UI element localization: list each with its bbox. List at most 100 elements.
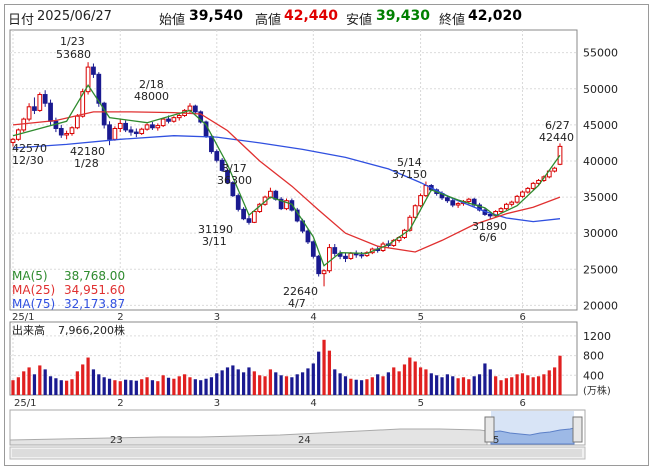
volume-bar [510,377,514,395]
volume-bar [488,369,492,395]
volume-bar [22,371,26,395]
candle [514,195,520,203]
legend-ma5-value: 38,768.00 [64,269,125,283]
volume-label: 出来高 [12,323,45,337]
annotation-mar11-value: 31190 [198,223,233,236]
candle [176,114,182,119]
volume-bar [327,350,332,395]
volume-bar [456,378,460,395]
candle [445,197,450,202]
volume-bar [209,377,214,395]
month-label-top: 3 [214,312,220,323]
volume-bar [440,377,444,395]
candle [230,182,236,197]
volume-bar [75,371,79,395]
navigator-scrollbar-thumb[interactable] [12,449,582,457]
volume-bar [322,339,326,395]
price-tick-label: 50000 [583,83,618,96]
candle [332,247,338,254]
volume-bar [48,376,53,395]
candle [219,159,225,171]
candle [241,208,246,220]
navigator-left-handle[interactable] [484,416,495,443]
volume-bar [402,364,407,395]
candle [412,205,418,218]
candle [450,200,456,206]
volume-bar [295,374,299,395]
volume-bar [27,367,31,395]
annotation-jan28-date: 1/28 [74,157,99,170]
volume-bar [317,351,321,395]
candle [348,252,354,259]
candle [225,169,230,184]
candle [498,208,504,213]
candle [316,255,322,275]
candle [160,118,166,127]
annotation-feb18-date: 2/18 [139,78,164,91]
annotation-jun6-date: 6/6 [479,231,497,244]
candle [552,167,558,172]
annotation-jan23-date: 1/23 [60,35,85,48]
volume-bar [172,378,176,395]
volume-bar [359,380,364,395]
candle [144,124,150,130]
candle [80,91,86,117]
volume-bar [392,367,396,395]
volume-bar [38,365,42,395]
candle [327,247,332,272]
month-label-bottom: 5 [418,398,424,409]
date-label: 日付 [8,13,35,28]
volume-bar [515,374,519,395]
volume-unit: (万株) [583,384,611,397]
volume-bar [225,367,230,395]
month-label-top: 25/1 [12,312,34,323]
volume-bar [536,376,541,395]
annotation-dec30-date: 12/30 [12,154,44,167]
price-tick-label: 30000 [583,227,618,240]
volume-bar [258,375,262,395]
candle [321,270,327,275]
price-pane [9,29,578,311]
volume-tick-label: 1200 [583,330,611,343]
volume-bar [177,376,181,395]
volume-bar [408,357,412,395]
open-value: 39,540 [189,8,244,24]
candle [128,129,134,133]
candle [364,252,370,257]
month-label-bottom: 3 [214,398,220,409]
volume-bar [526,375,530,395]
volume-bar [188,377,192,395]
candle [64,133,70,136]
candle [192,105,198,113]
candle [150,124,155,129]
volume-bar [70,379,74,395]
navigator-right-handle[interactable] [572,416,583,443]
candle [91,66,96,75]
legend-ma5-label: MA(5) [12,269,48,283]
volume-value: 7,966,200株 [58,323,125,337]
month-label-top: 2 [117,312,123,323]
candle [10,138,16,143]
volume-bar [54,378,58,395]
volume-bar [494,376,498,395]
annotation-may14-value: 37150 [392,168,427,181]
volume-bar [193,379,197,395]
candle [42,94,48,104]
volume-bar [279,375,283,395]
candle [123,122,128,131]
volume-bar [354,379,358,395]
volume-bar [81,364,85,395]
candle [32,106,37,111]
candle [246,218,252,223]
price-tick-label: 20000 [583,299,618,312]
candle [166,118,171,122]
volume-bar [547,370,551,395]
candle [155,125,161,129]
price-tick-label: 55000 [583,47,618,60]
volume-bar [477,374,482,395]
annotation-mar17-value: 36300 [217,174,252,187]
volume-bar [418,367,423,395]
volume-bar [300,372,305,395]
candle [74,115,80,129]
